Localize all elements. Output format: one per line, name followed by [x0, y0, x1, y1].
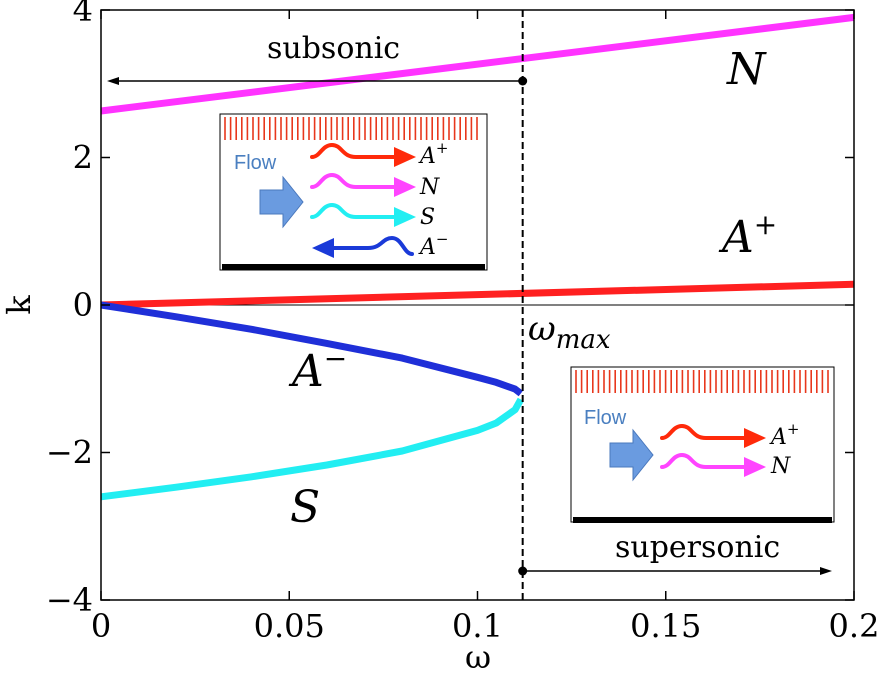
- x-tick-label: 0.1: [452, 607, 503, 645]
- region-label-a-plus-base: A: [718, 212, 754, 263]
- region-label-a-minus-base: A: [288, 346, 324, 397]
- y-tick-label: 2: [73, 139, 93, 177]
- subsonic-dot: [518, 76, 528, 86]
- region-label-n: N: [726, 44, 767, 95]
- omega-max-base: ω: [528, 309, 556, 349]
- y-tick-label: 4: [73, 0, 93, 29]
- ticks-layer: 0 0.05 0.1 0.15 0.2 −4 −2 0 2 4: [46, 0, 880, 645]
- wave-arrowhead-icon: [394, 207, 416, 227]
- omega-max-label: ωmax: [528, 309, 611, 355]
- wall-hatch: [575, 370, 829, 393]
- flow-arrow-icon: [259, 175, 304, 229]
- subsonic-label: subsonic: [267, 31, 400, 66]
- y-tick-label: 0: [73, 286, 93, 324]
- supersonic-label: supersonic: [615, 530, 780, 565]
- wave-arrowhead-icon: [312, 238, 334, 258]
- wave-arrowhead-icon: [394, 177, 416, 197]
- wave-path: [310, 172, 398, 189]
- bottom-wall: [573, 517, 832, 523]
- annotation-arrows: [107, 76, 832, 576]
- y-tick-label: −4: [46, 581, 93, 619]
- wave-arrowhead-icon: [744, 428, 766, 448]
- x-tick-label: 0: [91, 607, 111, 645]
- omega-max-sub: max: [556, 325, 611, 355]
- region-label-a-plus: A+: [718, 208, 777, 263]
- inset-supersonic: Flow A+ N: [570, 366, 835, 523]
- wave-label-a-plus: A+: [418, 139, 448, 169]
- wave-arrows: [310, 142, 416, 258]
- series-line-2: [100, 301, 523, 397]
- supersonic-arrowhead-icon: [820, 567, 832, 575]
- y-tick-label: −2: [46, 434, 93, 472]
- wave-path: [660, 423, 748, 440]
- inset-subsonic: Flow A+ N S A−: [219, 113, 488, 271]
- flow-arrow-icon: [609, 428, 654, 482]
- region-label-a-minus: A−: [288, 342, 347, 397]
- wave-label-s: S: [420, 205, 435, 230]
- bottom-wall: [222, 264, 485, 270]
- y-axis-label: k: [0, 295, 38, 315]
- series-line-3: [100, 397, 524, 501]
- x-tick-label: 0.15: [630, 607, 701, 645]
- wave-label-n: N: [419, 175, 440, 200]
- supersonic-dot: [518, 566, 528, 576]
- x-tick-label: 0.2: [829, 607, 880, 645]
- wall-hatch: [224, 117, 478, 140]
- x-axis-label: ω: [465, 638, 491, 676]
- series-line-0: [100, 13, 855, 115]
- region-label-s: S: [290, 482, 320, 533]
- series-layer: [100, 10, 855, 600]
- wave-arrowhead-icon: [394, 147, 416, 167]
- wave-arrows: [660, 423, 766, 477]
- wave-path: [330, 235, 414, 256]
- wave-arrowhead-icon: [744, 457, 766, 477]
- series-line-1: [100, 280, 855, 309]
- wave-path: [310, 142, 398, 159]
- wave-label-a-minus: A−: [418, 230, 448, 260]
- subsonic-arrowhead-icon: [107, 77, 119, 85]
- flow-label: Flow: [234, 152, 277, 174]
- x-tick-label: 0.05: [254, 607, 325, 645]
- wave-label-a-plus: A+: [769, 420, 799, 450]
- wave-path: [660, 452, 748, 469]
- region-label-a-minus-sup: −: [324, 342, 347, 375]
- flow-label: Flow: [584, 407, 627, 429]
- region-label-a-plus-sup: +: [754, 208, 777, 241]
- wave-path: [310, 202, 398, 219]
- wave-label-n: N: [770, 454, 791, 479]
